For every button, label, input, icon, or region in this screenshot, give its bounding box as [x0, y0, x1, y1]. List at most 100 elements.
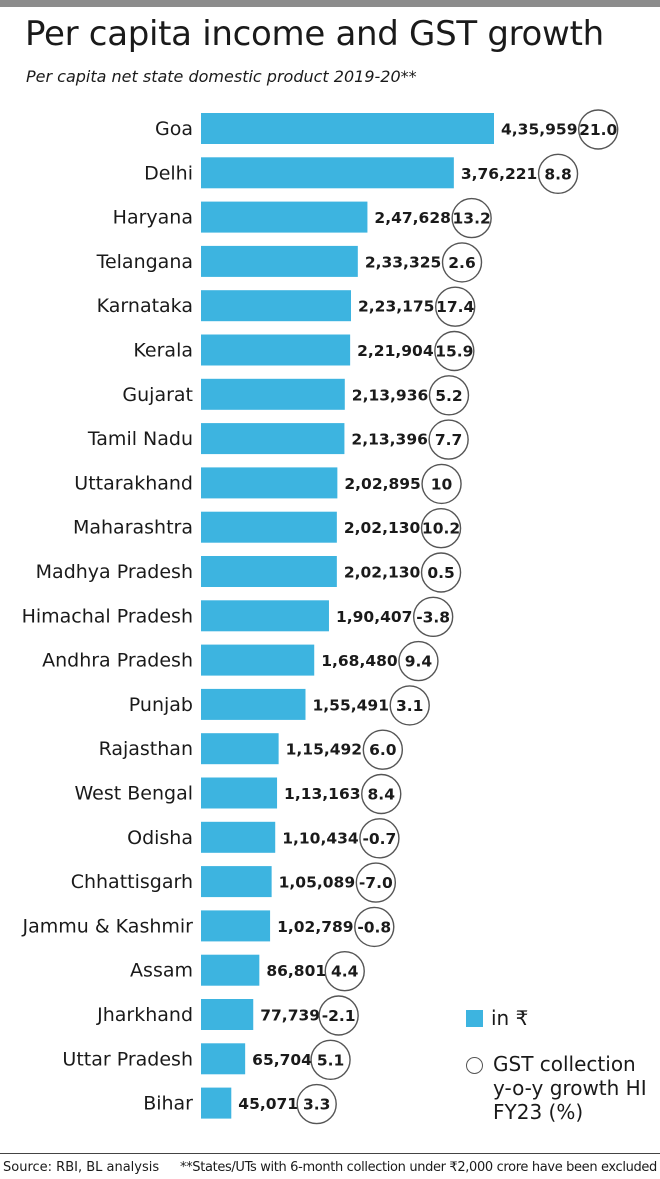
value-label: 1,10,434	[282, 829, 359, 847]
income-bar	[201, 1043, 246, 1075]
income-bar	[201, 467, 338, 499]
value-label: 65,704	[252, 1051, 312, 1069]
footnote: **States/UTs with 6-month collection und…	[180, 1160, 657, 1175]
source-note: Source: RBI, BL analysis	[3, 1160, 160, 1175]
income-bar	[201, 511, 337, 543]
income-bar	[201, 866, 272, 898]
state-label: Andhra Pradesh	[42, 650, 193, 672]
bar-chart: Goa 4,35,959 21.0 Delhi 3,76,221 8.8 Haryana 2,…	[21, 109, 619, 1125]
state-label: Jharkhand	[96, 1004, 193, 1026]
gst-growth-circle	[421, 463, 462, 505]
gst-growth-circle	[420, 552, 462, 593]
gst-growth-label: 0.5	[427, 564, 454, 582]
state-label: Himachal Pradesh	[22, 605, 193, 627]
gst-growth-circle	[434, 286, 476, 327]
state-label: Telangana	[96, 251, 193, 273]
gst-growth-circle	[441, 242, 483, 283]
gst-growth-label: 13.2	[453, 210, 491, 228]
income-bar	[201, 644, 315, 676]
income-bar	[201, 378, 345, 410]
gst-growth-circle	[359, 818, 400, 859]
gst-growth-circle	[361, 773, 402, 815]
state-label: Odisha	[127, 827, 193, 849]
gst-growth-circle	[362, 729, 404, 770]
value-label: 2,13,936	[352, 386, 429, 404]
income-bar	[201, 556, 337, 587]
value-label: 2,02,895	[344, 475, 421, 493]
value-label: 2,33,325	[365, 253, 442, 271]
state-label: Haryana	[113, 207, 193, 229]
state-label: Tamil Nadu	[87, 428, 193, 450]
gst-growth-circle	[451, 197, 492, 239]
gst-growth-circle	[296, 1083, 337, 1125]
income-bar	[201, 688, 306, 720]
value-label: 86,801	[266, 962, 326, 980]
gst-growth-circle	[578, 109, 619, 150]
income-bar	[201, 290, 351, 322]
gst-growth-label: 6.0	[369, 741, 397, 759]
gst-growth-label: 3.1	[396, 697, 423, 715]
legend-circle-icon	[466, 1057, 483, 1074]
income-bar	[201, 1087, 232, 1119]
chart-subtitle: Per capita net state domestic product 20…	[26, 67, 417, 86]
value-label: 1,15,492	[286, 741, 363, 759]
gst-growth-label: 2.6	[448, 254, 475, 272]
gst-growth-label: -0.8	[357, 918, 391, 936]
income-bar	[201, 910, 271, 942]
gst-growth-label: 8.8	[544, 165, 571, 183]
gst-growth-label: 3.3	[303, 1096, 330, 1114]
value-label: 1,13,163	[284, 785, 361, 803]
income-bar	[201, 423, 345, 455]
income-bar	[201, 201, 368, 233]
value-label: 2,13,396	[351, 431, 428, 449]
income-bar	[201, 600, 329, 632]
value-label: 2,23,175	[358, 298, 435, 316]
value-label: 4,35,959	[501, 121, 578, 139]
value-label: 1,05,089	[279, 874, 356, 892]
gst-growth-label: 7.7	[435, 431, 462, 449]
value-label: 2,02,130	[344, 519, 421, 537]
legend-bar-item: in ₹	[466, 1004, 653, 1032]
legend-bar-label: in ₹	[491, 1006, 529, 1030]
legend-bar-swatch	[466, 1010, 483, 1027]
income-bar	[201, 245, 358, 277]
state-label: Goa	[155, 118, 193, 140]
gst-growth-circle	[354, 906, 395, 948]
gst-growth-label: 15.9	[435, 343, 473, 361]
value-label: 2,02,130	[344, 564, 421, 582]
state-label: Bihar	[143, 1093, 193, 1115]
gst-growth-label: 4.4	[331, 963, 359, 981]
gst-growth-label: -2.1	[322, 1007, 356, 1025]
state-label: Uttarakhand	[74, 472, 193, 494]
value-label: 1,55,491	[313, 696, 390, 714]
income-bar	[201, 334, 351, 366]
legend: in ₹ GST collection y-o-y growth HI FY23…	[466, 1004, 653, 1124]
value-label: 45,071	[238, 1095, 298, 1113]
gst-growth-circle	[310, 1039, 351, 1081]
income-bar	[201, 777, 278, 809]
gst-growth-circle	[412, 596, 454, 637]
gst-growth-circle	[389, 685, 430, 726]
chart-title: Per capita income and GST growth	[25, 14, 604, 54]
value-label: 77,739	[260, 1007, 320, 1025]
gst-growth-circle	[324, 951, 365, 992]
state-label: Chhattisgarh	[71, 871, 193, 893]
value-label: 2,47,628	[374, 209, 451, 227]
gst-growth-label: 10.2	[422, 520, 460, 538]
income-bar	[201, 733, 279, 765]
gst-growth-label: 10	[431, 475, 453, 493]
income-bar	[201, 999, 254, 1030]
gst-growth-circle	[434, 330, 475, 372]
gst-growth-label: -3.8	[416, 608, 450, 626]
gst-growth-circle	[318, 995, 359, 1036]
income-bar	[201, 821, 276, 853]
value-label: 3,76,221	[461, 165, 538, 183]
state-label: Karnataka	[97, 295, 193, 317]
gst-growth-circle	[420, 508, 462, 549]
state-label: Madhya Pradesh	[36, 561, 193, 583]
gst-growth-label: 5.2	[435, 387, 462, 405]
state-label: Rajasthan	[99, 738, 193, 760]
gst-growth-label: 8.4	[368, 786, 396, 804]
gst-growth-label: 17.4	[436, 298, 474, 316]
income-bar	[201, 157, 454, 189]
